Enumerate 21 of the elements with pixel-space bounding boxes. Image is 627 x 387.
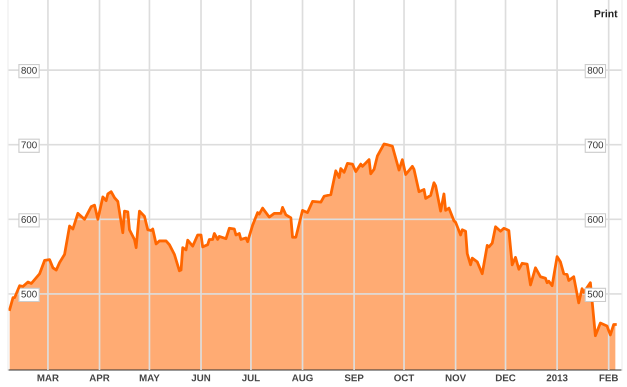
x-tick-label: SEP — [344, 374, 364, 382]
x-tick-label: OCT — [394, 374, 414, 382]
y2-tick-label: 500 — [588, 290, 604, 298]
x-tick-label: DEC — [496, 374, 516, 382]
y-tick-label: 600 — [21, 216, 37, 223]
y2-tick-label: 800 — [588, 66, 604, 74]
x-tick-label: NOV — [446, 374, 466, 382]
x-tick-label: MAY — [140, 374, 160, 382]
y2-tick-label: 600 — [588, 216, 604, 223]
x-tick-label: JUL — [242, 374, 260, 382]
y-tick-label: 700 — [21, 141, 37, 148]
x-tick-label: 2013 — [546, 374, 568, 382]
x-tick-label: APR — [89, 374, 110, 382]
y2-tick-label: 700 — [588, 141, 604, 148]
annotation: Print — [594, 10, 618, 18]
y-tick-label: 500 — [21, 290, 37, 298]
x-tick-label: JUN — [191, 374, 210, 382]
y-tick-label: 800 — [21, 66, 37, 74]
x-tick-label: MAR — [38, 374, 59, 382]
x-tick-label: AUG — [292, 374, 313, 382]
x-tick-label: FEB — [600, 374, 618, 382]
